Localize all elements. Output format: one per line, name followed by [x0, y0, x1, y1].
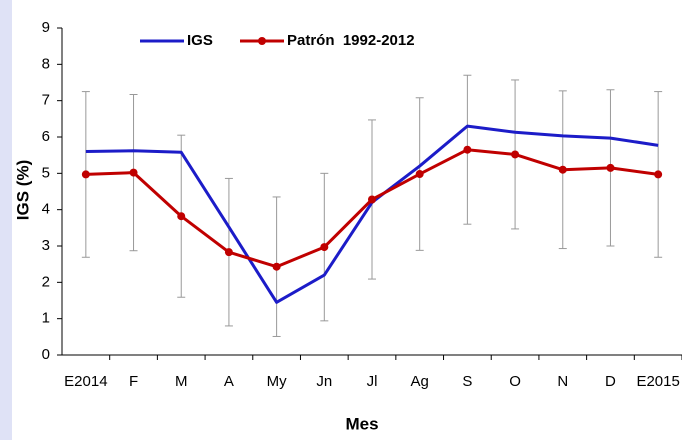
marker — [463, 145, 472, 154]
x-tick-label: Jl — [367, 373, 378, 390]
marker — [81, 170, 90, 179]
y-tick-label: 5 — [42, 164, 50, 181]
marker — [129, 168, 138, 177]
marker — [654, 170, 663, 179]
y-tick-label: 2 — [42, 273, 50, 290]
x-tick-label: N — [557, 373, 568, 390]
side-band — [0, 0, 12, 440]
x-tick-label: Jn — [316, 373, 332, 390]
legend-label: Patrón 1992-2012 — [287, 32, 415, 49]
x-tick-label: A — [224, 373, 234, 390]
x-tick-label: E2014 — [64, 373, 107, 390]
y-tick-label: 4 — [42, 201, 50, 218]
y-axis-label: IGS (%) — [13, 160, 32, 220]
x-tick-label: Ag — [411, 373, 429, 390]
x-tick-label: S — [462, 373, 472, 390]
marker — [415, 170, 424, 179]
y-tick-label: 0 — [42, 346, 50, 363]
y-tick-label: 1 — [42, 310, 50, 327]
marker — [511, 150, 520, 159]
marker — [272, 262, 281, 271]
marker — [177, 212, 186, 221]
marker — [606, 163, 615, 172]
x-tick-label: F — [129, 373, 138, 390]
y-tick-label: 3 — [42, 237, 50, 254]
x-tick-label: M — [175, 373, 188, 390]
y-tick-label: 7 — [42, 92, 50, 109]
legend-label: IGS — [187, 32, 213, 49]
legend-marker — [258, 37, 266, 45]
y-tick-label: 9 — [42, 19, 50, 36]
x-tick-label: O — [509, 373, 521, 390]
marker — [368, 195, 376, 204]
x-tick-label: D — [605, 373, 616, 390]
y-tick-label: 6 — [42, 128, 50, 145]
marker — [224, 248, 233, 257]
y-tick-label: 8 — [42, 55, 50, 72]
marker — [320, 243, 329, 252]
x-tick-label: My — [267, 373, 287, 390]
x-axis-label: Mes — [345, 414, 378, 433]
x-tick-label: E2015 — [636, 373, 679, 390]
marker — [558, 165, 567, 174]
